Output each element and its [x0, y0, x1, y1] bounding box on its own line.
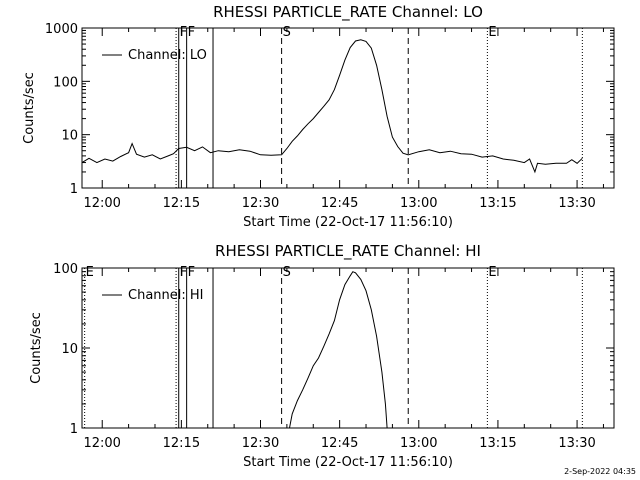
series-line — [81, 39, 583, 174]
y-axis-label: Counts/sec — [22, 72, 37, 144]
x-axis-label: Start Time (22-Oct-17 11:56:10) — [243, 215, 453, 230]
x-tick-label: 13:00 — [400, 196, 437, 211]
x-tick-label: 12:00 — [83, 436, 120, 451]
y-tick-label: 1000 — [45, 22, 78, 37]
x-tick-label: 13:30 — [558, 436, 595, 451]
x-tick-label: 13:15 — [479, 436, 516, 451]
x-tick-label: 13:15 — [479, 196, 516, 211]
y-tick-label: 100 — [53, 262, 78, 277]
y-axis-label: Counts/sec — [29, 312, 44, 384]
event-marker-label: S — [283, 25, 291, 40]
chart-title: RHESSI PARTICLE_RATE Channel: HI — [215, 242, 481, 261]
event-marker-label: E — [488, 25, 496, 40]
legend-entry: Channel: LO — [128, 48, 207, 63]
legend-entry: Channel: HI — [128, 288, 204, 303]
x-tick-label: 12:15 — [163, 436, 200, 451]
event-marker-label: S — [283, 265, 291, 280]
event-marker-label: F — [188, 25, 195, 40]
x-tick-label: 12:30 — [242, 196, 279, 211]
x-tick-label: 12:30 — [242, 436, 279, 451]
chart-title: RHESSI PARTICLE_RATE Channel: LO — [213, 3, 483, 22]
legend: Channel: LO — [102, 48, 207, 63]
event-marker-label: F — [180, 265, 187, 280]
chart-panel-1: RHESSI PARTICLE_RATE Channel: LO 1 10 100 10… — [22, 3, 615, 230]
y-tick-label: 100 — [53, 75, 78, 90]
event-marker-label: F — [180, 25, 187, 40]
event-marker-label: E — [86, 265, 94, 280]
event-marker-label: F — [188, 265, 195, 280]
x-tick-label: 12:00 — [83, 196, 120, 211]
y-tick-label: 1 — [70, 422, 78, 437]
y-tick-label: 10 — [61, 129, 78, 144]
legend: Channel: HI — [102, 288, 204, 303]
chart-panel-2: RHESSI PARTICLE_RATE Channel: HI 1 10 100 Co… — [29, 242, 615, 470]
y-tick-label: 10 — [61, 342, 78, 357]
event-marker-label: E — [488, 265, 496, 280]
series-line — [289, 271, 388, 429]
date-stamp: 2-Sep-2022 04:35 — [564, 467, 636, 476]
x-axis-label: Start Time (22-Oct-17 11:56:10) — [243, 455, 453, 470]
y-tick-label: 1 — [70, 182, 78, 197]
x-tick-label: 13:00 — [400, 436, 437, 451]
x-tick-label: 12:15 — [163, 196, 200, 211]
plot-frame — [81, 27, 615, 189]
x-tick-label: 12:45 — [321, 196, 358, 211]
x-tick-label: 13:30 — [558, 196, 595, 211]
x-tick-label: 12:45 — [321, 436, 358, 451]
